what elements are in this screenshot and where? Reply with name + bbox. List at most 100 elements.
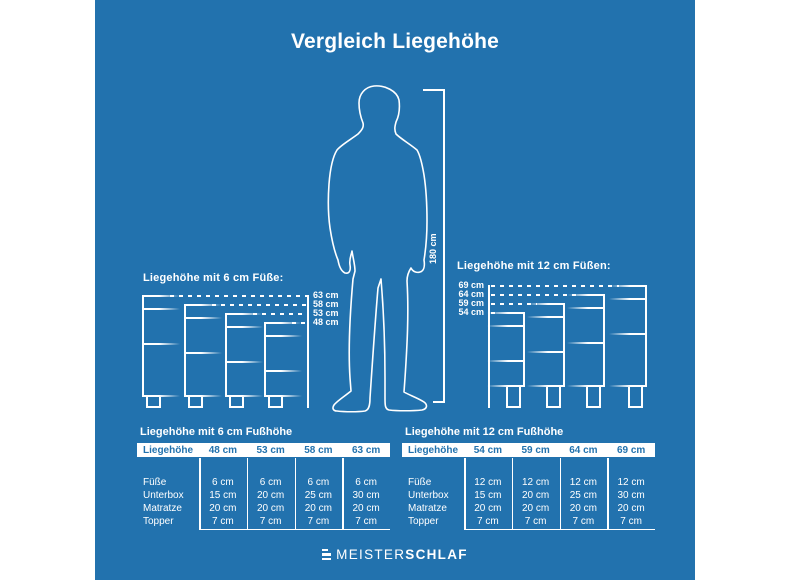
table-row: Matratze 20 cm 20 cm 20 cm 20 cm [402, 502, 655, 515]
table-row: Matratze 20 cm 20 cm 20 cm 20 cm [137, 502, 390, 515]
ruler-top-tick [423, 89, 444, 91]
table-title: Liegehöhe mit 12 cm Fußhöhe [405, 426, 564, 438]
brand-logo: MEISTERSCHLAF [95, 547, 695, 562]
mattress-layers-icon [322, 548, 332, 561]
cell: 7 cm [355, 516, 377, 527]
cell: 20 cm [522, 503, 550, 514]
bed-diagram-53cm [225, 313, 265, 408]
row-label: Topper [143, 516, 174, 527]
header-cell: Liegehöhe [143, 444, 194, 456]
person-outline-icon [327, 85, 428, 413]
bed-foot [229, 397, 244, 408]
cell: 20 cm [522, 490, 550, 501]
cell: 7 cm [572, 516, 595, 527]
bed-foot [628, 387, 643, 408]
cell: 6 cm [259, 477, 282, 488]
table-body: Füße 12 cm 12 cm 12 cm 12 cm Unterbox 15… [402, 457, 655, 530]
height-label: 59 cm [458, 298, 484, 308]
cell: 6 cm [212, 477, 234, 488]
cell: 20 cm [474, 503, 502, 514]
header-cell: 69 cm [616, 444, 646, 456]
table-header-row: Liegehöhe 54 cm 59 cm 64 cm 69 cm [402, 443, 655, 457]
cell: 20 cm [257, 503, 285, 514]
row-label: Füße [143, 477, 167, 488]
dash-63cm [170, 295, 307, 297]
row-label: Matratze [143, 503, 182, 514]
header-cell: 58 cm [304, 444, 333, 456]
brand-prefix: MEISTER [336, 547, 406, 562]
header-cell: 48 cm [208, 444, 238, 456]
dash-48cm [292, 322, 307, 324]
cell: 12 cm [617, 477, 645, 488]
table-row: Füße 12 cm 12 cm 12 cm 12 cm [402, 476, 655, 489]
height-label: 54 cm [458, 307, 484, 317]
table-row: Topper 7 cm 7 cm 7 cm 7 cm [402, 515, 655, 528]
cell: 12 cm [522, 477, 550, 488]
cell: 12 cm [569, 477, 597, 488]
bed-foot [506, 387, 521, 408]
dash-59cm [491, 303, 537, 305]
cell: 15 cm [474, 490, 502, 501]
header-cell: 53 cm [256, 444, 285, 456]
cell: 7 cm [524, 516, 547, 527]
bed-diagram-64cm [565, 294, 605, 408]
bed-foot [268, 397, 283, 408]
cell: 20 cm [304, 503, 332, 514]
right-measure-ruler [488, 285, 490, 408]
cell: 25 cm [569, 490, 597, 501]
bed-foot [188, 397, 203, 408]
person-height-ruler [443, 89, 445, 403]
row-label: Unterbox [143, 490, 184, 501]
bed-diagram-69cm [607, 285, 647, 408]
height-label: 64 cm [458, 289, 484, 299]
cell: 25 cm [304, 490, 332, 501]
cell: 20 cm [257, 490, 285, 501]
bed-diagram-48cm [264, 322, 304, 408]
header-cell: Liegehöhe [408, 444, 459, 456]
cell: 20 cm [209, 503, 237, 514]
cell: 7 cm [212, 516, 234, 527]
ruler-bottom-tick [433, 401, 444, 403]
header-cell: 63 cm [351, 444, 381, 456]
header-cell: 54 cm [473, 444, 503, 456]
table-header-row: Liegehöhe 48 cm 53 cm 58 cm 63 cm [137, 443, 390, 457]
cell: 30 cm [352, 490, 380, 501]
bed-foot [546, 387, 561, 408]
person-height-label: 180 cm [428, 233, 438, 264]
table-body: Füße 6 cm 6 cm 6 cm 6 cm Unterbox 15 cm … [137, 457, 390, 530]
cell: 7 cm [259, 516, 282, 527]
page-title: Vergleich Liegehöhe [290, 30, 500, 53]
table-row: Unterbox 15 cm 20 cm 25 cm 30 cm [137, 489, 390, 502]
left-measure-ruler [307, 295, 309, 408]
bed-diagram-58cm [184, 304, 224, 408]
left-section-label: Liegehöhe mit 6 cm Füße: [143, 272, 284, 284]
dash-53cm [253, 313, 307, 315]
brand-name: MEISTERSCHLAF [336, 547, 468, 562]
row-label: Unterbox [408, 490, 449, 501]
table-row: Topper 7 cm 7 cm 7 cm 7 cm [137, 515, 390, 528]
height-label: 58 cm [313, 299, 339, 309]
bed-diagram-59cm [525, 303, 565, 408]
cell: 7 cm [620, 516, 642, 527]
table-row: Unterbox 15 cm 20 cm 25 cm 30 cm [402, 489, 655, 502]
cell: 20 cm [617, 503, 645, 514]
brand-suffix: SCHLAF [405, 547, 468, 562]
header-cell: 59 cm [521, 444, 550, 456]
bed-foot [146, 397, 161, 408]
row-label: Füße [408, 477, 432, 488]
table-row: Füße 6 cm 6 cm 6 cm 6 cm [137, 476, 390, 489]
cell: 6 cm [355, 477, 377, 488]
right-section-label: Liegehöhe mit 12 cm Füßen: [457, 260, 611, 272]
height-label: 69 cm [458, 280, 484, 290]
bed-diagram-54cm [485, 312, 525, 408]
cell: 15 cm [209, 490, 237, 501]
row-label: Matratze [408, 503, 447, 514]
cell: 20 cm [569, 503, 597, 514]
row-label: Topper [408, 516, 439, 527]
cell: 12 cm [474, 477, 502, 488]
height-label: 63 cm [313, 290, 339, 300]
header-cell: 64 cm [569, 444, 598, 456]
cell: 7 cm [307, 516, 330, 527]
cell: 20 cm [352, 503, 380, 514]
